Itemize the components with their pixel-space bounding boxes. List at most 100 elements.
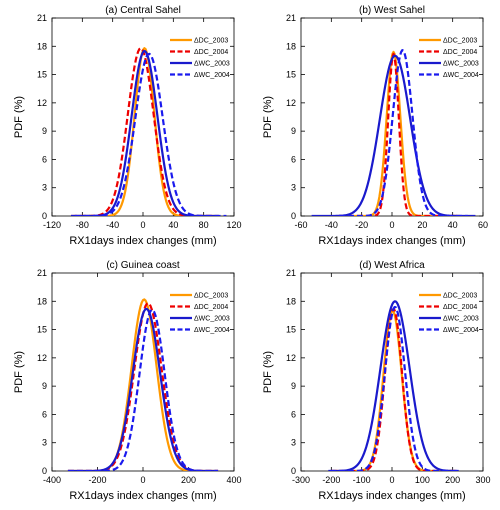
- y-tick-label: 12: [37, 98, 47, 108]
- y-tick-label: 18: [286, 296, 296, 306]
- y-tick-label: 15: [37, 70, 47, 80]
- y-tick-label: 0: [42, 211, 47, 221]
- series-line-dc-2003: [331, 309, 456, 471]
- series-line-wc-2004: [329, 306, 458, 471]
- y-tick-label: 0: [291, 211, 296, 221]
- x-tick-label: 40: [168, 220, 178, 230]
- x-tick-label: 80: [199, 220, 209, 230]
- legend-label: ΔDC_2003: [194, 293, 228, 300]
- series-line-dc-2004: [331, 307, 456, 471]
- x-tick-label: -40: [325, 220, 338, 230]
- plot-frame: [51, 17, 235, 217]
- x-tick-label: 200: [445, 475, 460, 485]
- legend-label: ΔWC_2003: [194, 61, 230, 68]
- legend-label: ΔDC_2004: [194, 49, 228, 56]
- y-tick-label: 18: [286, 41, 296, 51]
- x-tick-label: 0: [389, 475, 394, 485]
- panel-2: (b) West Sahel -60 -40 -20 0 20 40 60 0 3 6 9 12 15 18…: [262, 5, 488, 247]
- x-tick-label: -400: [43, 475, 61, 485]
- y-tick-label: 9: [42, 381, 47, 391]
- panel-title: (c) Guinea coast: [106, 260, 180, 271]
- y-tick-label: 3: [291, 183, 296, 193]
- y-tick-label: 3: [291, 438, 296, 448]
- x-tick-label: 60: [478, 220, 488, 230]
- panel-title: (b) West Sahel: [359, 5, 425, 16]
- y-tick-label: 15: [37, 325, 47, 335]
- series-line-dc-2003: [67, 298, 219, 471]
- x-axis-label: RX1days index changes (mm): [69, 235, 216, 247]
- y-tick-label: 3: [42, 183, 47, 193]
- x-tick-label: 400: [226, 475, 241, 485]
- panel-title: (d) West Africa: [359, 260, 425, 271]
- y-tick-label: 9: [42, 126, 47, 136]
- x-tick-label: 40: [448, 220, 458, 230]
- x-tick-label: -200: [88, 475, 106, 485]
- y-tick-label: 9: [291, 126, 296, 136]
- legend-label: ΔWC_2004: [443, 327, 479, 334]
- panel-3: (c) Guinea coast -400 -200 0 200 400 0 3 6 9 12 15 1…: [13, 260, 242, 502]
- series-line-wc-2004: [338, 49, 468, 216]
- plot-frame: [300, 17, 484, 217]
- series-line-dc-2003: [338, 50, 461, 216]
- y-tick-label: 9: [291, 381, 296, 391]
- x-tick-label: -60: [294, 220, 307, 230]
- y-tick-label: 12: [286, 353, 296, 363]
- series-line-dc-2004: [338, 52, 461, 216]
- x-tick-label: 20: [417, 220, 427, 230]
- legend-label: ΔWC_2003: [443, 316, 479, 323]
- legend-label: ΔWC_2003: [194, 316, 230, 323]
- x-tick-label: 0: [389, 220, 394, 230]
- y-tick-label: 12: [286, 98, 296, 108]
- x-tick-label: 100: [415, 475, 430, 485]
- x-axis-label: RX1days index changes (mm): [318, 235, 465, 247]
- y-axis-label: PDF (%): [13, 96, 25, 138]
- y-tick-label: 0: [291, 466, 296, 476]
- panel-4: (d) West Africa -300 -200 -100 0 100 200 300 0 3 6…: [262, 260, 491, 502]
- x-tick-label: -40: [106, 220, 119, 230]
- y-tick-label: 18: [37, 296, 47, 306]
- y-tick-label: 15: [286, 70, 296, 80]
- series-line-wc-2004: [74, 52, 227, 216]
- legend-label: ΔDC_2003: [443, 293, 477, 300]
- x-tick-label: 120: [226, 220, 241, 230]
- x-tick-label: -20: [355, 220, 368, 230]
- x-tick-label: 300: [475, 475, 490, 485]
- y-axis-label: PDF (%): [262, 351, 274, 393]
- panel-1: (a) Central Sahel -120 -80 -40 0 40 80 120 0 3 6 9 1…: [13, 5, 242, 247]
- y-tick-label: 6: [291, 154, 296, 164]
- x-tick-label: -80: [76, 220, 89, 230]
- series-line-wc-2003: [328, 300, 459, 471]
- x-tick-label: -120: [43, 220, 61, 230]
- y-tick-label: 21: [286, 268, 296, 278]
- panel-title: (a) Central Sahel: [105, 5, 181, 16]
- legend-label: ΔWC_2003: [443, 61, 479, 68]
- y-tick-label: 21: [37, 13, 47, 23]
- series-line-wc-2003: [311, 54, 476, 216]
- legend-label: ΔDC_2003: [194, 38, 228, 45]
- x-tick-label: 0: [140, 475, 145, 485]
- y-tick-label: 21: [286, 13, 296, 23]
- legend-label: ΔDC_2004: [443, 49, 477, 56]
- y-tick-label: 18: [37, 41, 47, 51]
- y-tick-label: 6: [42, 154, 47, 164]
- y-tick-label: 12: [37, 353, 47, 363]
- y-tick-label: 21: [37, 268, 47, 278]
- legend-label: ΔDC_2003: [443, 38, 477, 45]
- x-axis-label: RX1days index changes (mm): [318, 490, 465, 502]
- y-tick-label: 6: [291, 409, 296, 419]
- x-tick-label: 200: [181, 475, 196, 485]
- y-axis-label: PDF (%): [262, 96, 274, 138]
- x-axis-label: RX1days index changes (mm): [69, 490, 216, 502]
- y-tick-label: 3: [42, 438, 47, 448]
- x-tick-label: 0: [140, 220, 145, 230]
- series-line-wc-2004: [67, 308, 219, 471]
- x-tick-label: -100: [353, 475, 371, 485]
- legend-label: ΔWC_2004: [194, 327, 230, 334]
- y-axis-label: PDF (%): [13, 351, 25, 393]
- legend-label: ΔDC_2004: [194, 304, 228, 311]
- plot-frame: [51, 272, 235, 472]
- legend-label: ΔDC_2004: [443, 304, 477, 311]
- y-tick-label: 15: [286, 325, 296, 335]
- legend-label: ΔWC_2004: [194, 72, 230, 79]
